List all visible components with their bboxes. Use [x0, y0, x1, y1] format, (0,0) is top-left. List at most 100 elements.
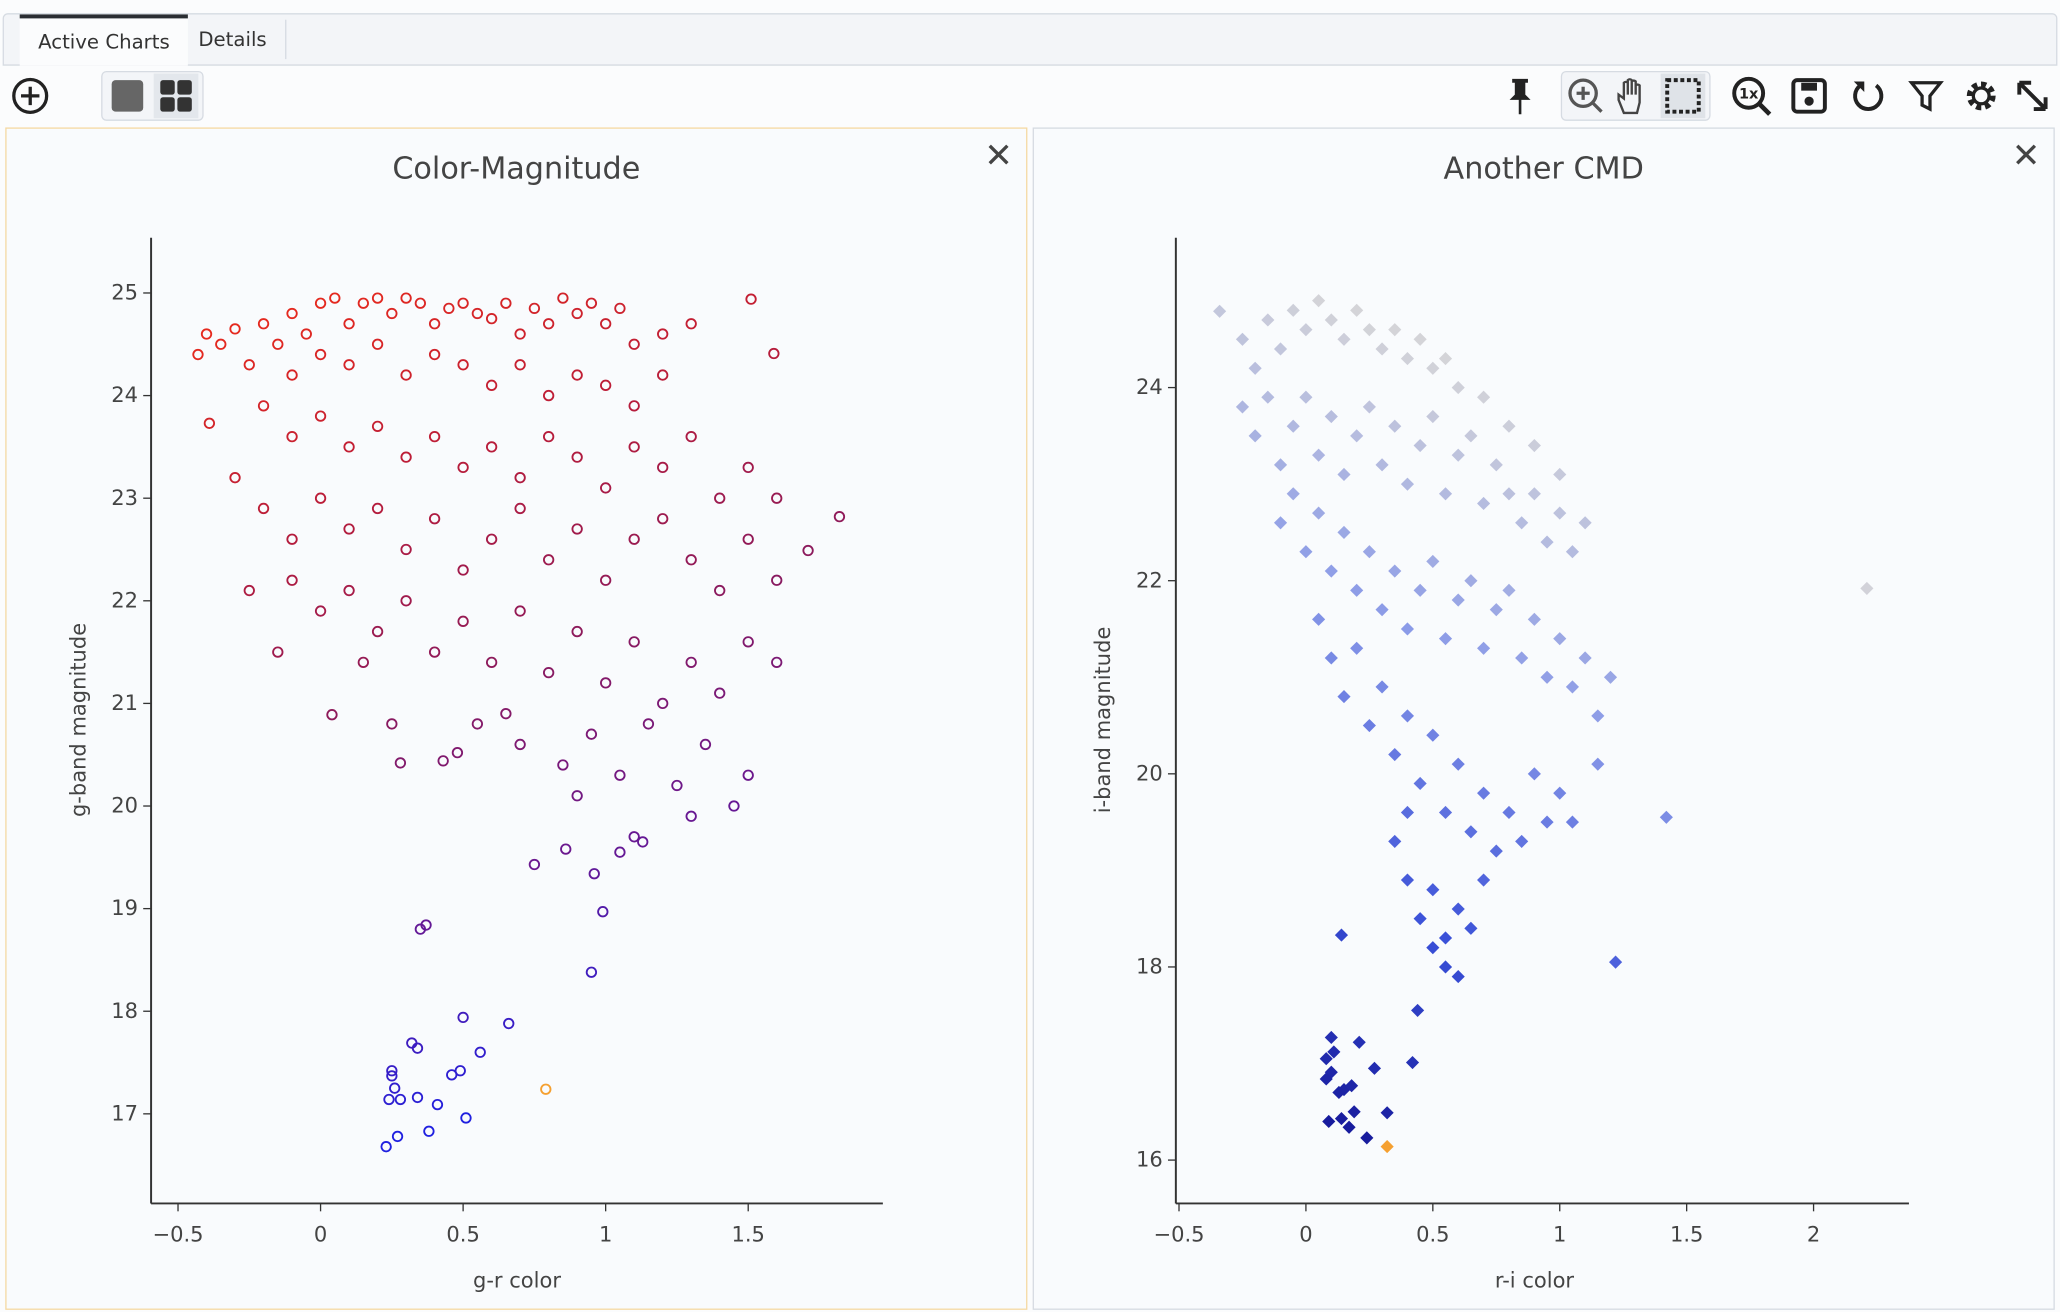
data-point	[243, 359, 255, 371]
data-point	[1388, 419, 1402, 433]
data-point	[557, 292, 569, 304]
data-point	[1286, 419, 1300, 433]
data-point	[1350, 583, 1364, 597]
grid-view-icon[interactable]	[153, 73, 199, 119]
data-point	[1438, 960, 1453, 974]
reset-zoom-icon[interactable]: 1x	[1729, 74, 1774, 119]
data-point	[200, 328, 213, 340]
add-chart-icon[interactable]	[8, 74, 53, 119]
data-point	[1324, 313, 1338, 327]
data-point	[1426, 409, 1440, 424]
data-point	[600, 574, 612, 586]
expand-icon[interactable]	[2010, 74, 2055, 119]
data-point	[1603, 670, 1618, 684]
data-point	[229, 323, 241, 335]
data-point	[1405, 1055, 1420, 1070]
data-point	[474, 1046, 486, 1058]
data-point	[314, 348, 327, 361]
y-tick-label: 22	[1136, 567, 1163, 592]
data-point	[400, 451, 412, 463]
data-point	[1334, 928, 1349, 942]
data-point	[699, 738, 712, 751]
data-point	[1426, 361, 1440, 375]
data-point	[457, 359, 469, 371]
data-point	[420, 919, 432, 931]
data-point	[451, 747, 464, 759]
data-point	[428, 348, 441, 361]
chart-panel-color-magnitude[interactable]: Color-Magnitude ✕ −0.5 0 0.5 1 1.5 17 18 19 20 21…	[5, 127, 1028, 1310]
y-tick-label: 21	[111, 690, 138, 715]
single-view-icon[interactable]	[105, 74, 150, 119]
zoom-icon[interactable]	[1563, 74, 1608, 119]
chart-panel-another-cmd[interactable]: Another CMD ✕ −0.5 0 0.5 1 1.5 2 16 18 20 22 24 r-i…	[1032, 127, 2055, 1310]
data-point	[428, 318, 441, 330]
data-point	[1464, 825, 1478, 839]
data-point	[400, 543, 412, 556]
select-icon[interactable]	[1660, 73, 1706, 119]
data-point	[542, 666, 555, 679]
data-point	[600, 677, 612, 689]
data-point	[389, 1082, 401, 1094]
data-point	[411, 1042, 424, 1054]
data-point	[514, 738, 526, 751]
data-point	[1477, 641, 1491, 655]
data-point	[642, 718, 655, 730]
data-point	[1565, 545, 1580, 559]
data-point	[833, 511, 846, 523]
close-icon[interactable]: ✕	[2011, 136, 2041, 177]
close-icon[interactable]: ✕	[984, 136, 1013, 177]
data-point	[1375, 680, 1389, 694]
data-point	[500, 708, 512, 720]
data-point	[585, 728, 598, 740]
data-point	[314, 297, 327, 309]
data-point	[371, 625, 384, 638]
data-point	[386, 1065, 398, 1077]
data-point	[457, 1011, 469, 1024]
data-point	[714, 687, 726, 699]
data-point	[1477, 390, 1491, 404]
data-point	[257, 318, 270, 330]
scatter-plot[interactable]: −0.5 0 0.5 1 1.5 17 18 19 20 21 22 23 24 25 g-r color g…	[7, 129, 1027, 1309]
data-point	[1345, 1079, 1359, 1093]
data-point	[1413, 583, 1427, 597]
data-point	[1565, 680, 1580, 694]
data-point	[1350, 429, 1364, 443]
data-point	[343, 441, 355, 453]
data-point	[1578, 651, 1592, 665]
data-point	[371, 502, 384, 515]
data-point	[272, 338, 284, 350]
data-point	[400, 292, 412, 304]
data-point	[215, 338, 227, 350]
data-point	[343, 584, 355, 597]
data-point	[714, 584, 726, 597]
data-point	[1515, 651, 1529, 665]
data-point	[500, 297, 512, 309]
pin-icon[interactable]	[1498, 74, 1543, 119]
data-point	[571, 523, 583, 535]
data-point	[1362, 545, 1376, 559]
pan-icon[interactable]	[1609, 74, 1654, 119]
data-point	[657, 328, 669, 340]
save-icon[interactable]	[1787, 74, 1832, 119]
data-point	[685, 656, 697, 669]
data-point	[1337, 467, 1351, 482]
data-point	[1477, 496, 1491, 511]
settings-icon[interactable]	[1959, 74, 2004, 119]
tab-active-charts[interactable]: Active Charts	[19, 14, 189, 66]
data-point	[1515, 834, 1529, 848]
data-point	[542, 554, 555, 566]
scatter-plot[interactable]: −0.5 0 0.5 1 1.5 2 16 18 20 22 24 r-i color i-band m…	[1034, 129, 2054, 1309]
data-point	[657, 461, 669, 474]
filter-icon[interactable]	[1904, 74, 1949, 119]
data-point	[1213, 304, 1227, 318]
data-point	[485, 441, 498, 453]
data-point	[1451, 902, 1465, 916]
tab-details[interactable]: Details	[180, 19, 287, 60]
data-point	[460, 1112, 472, 1124]
data-point	[1553, 786, 1567, 800]
restore-icon[interactable]	[1846, 74, 1891, 119]
data-point	[386, 718, 398, 730]
data-point	[1591, 757, 1605, 771]
data-point	[600, 482, 612, 494]
data-point	[357, 297, 369, 309]
